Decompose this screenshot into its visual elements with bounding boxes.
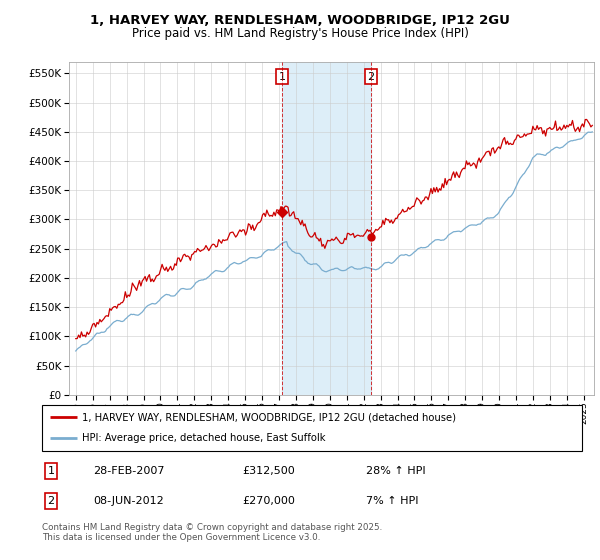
Text: 1, HARVEY WAY, RENDLESHAM, WOODBRIDGE, IP12 2GU: 1, HARVEY WAY, RENDLESHAM, WOODBRIDGE, I…: [90, 14, 510, 27]
FancyBboxPatch shape: [42, 405, 582, 451]
Text: 2: 2: [368, 72, 374, 82]
Text: 1: 1: [278, 72, 286, 82]
Text: £312,500: £312,500: [242, 466, 295, 476]
Text: £270,000: £270,000: [242, 496, 295, 506]
Text: 08-JUN-2012: 08-JUN-2012: [94, 496, 164, 506]
Text: 1, HARVEY WAY, RENDLESHAM, WOODBRIDGE, IP12 2GU (detached house): 1, HARVEY WAY, RENDLESHAM, WOODBRIDGE, I…: [83, 412, 457, 422]
Text: 2: 2: [47, 496, 55, 506]
Text: HPI: Average price, detached house, East Suffolk: HPI: Average price, detached house, East…: [83, 433, 326, 444]
Text: 28-FEB-2007: 28-FEB-2007: [94, 466, 165, 476]
Text: Contains HM Land Registry data © Crown copyright and database right 2025.
This d: Contains HM Land Registry data © Crown c…: [42, 523, 382, 543]
Bar: [282, 62, 371, 395]
Text: Price paid vs. HM Land Registry's House Price Index (HPI): Price paid vs. HM Land Registry's House …: [131, 27, 469, 40]
Text: 7% ↑ HPI: 7% ↑ HPI: [366, 496, 419, 506]
Text: 1: 1: [47, 466, 55, 476]
Text: 28% ↑ HPI: 28% ↑ HPI: [366, 466, 425, 476]
